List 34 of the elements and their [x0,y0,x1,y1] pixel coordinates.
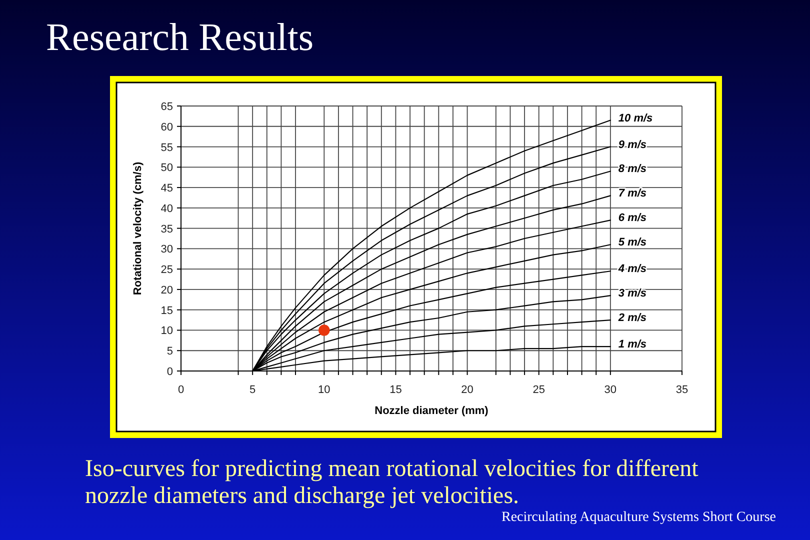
x-tick-label: 0 [178,384,184,396]
series-label: 5 m/s [618,236,647,249]
y-tick-label: 45 [160,182,173,195]
text: Iso-curves for predicting mean rotational velocities for different nozzle diameters and discharge jet velocities. [85,456,699,509]
y-tick-label: 60 [160,121,173,134]
series-label: 1 m/s [618,338,647,351]
x-tick-label: 25 [532,384,545,396]
x-tick-label: 30 [604,384,617,396]
y-tick-label: 25 [160,264,173,276]
series-label: 10 m/s [618,112,653,124]
x-tick-label: 15 [390,384,402,396]
y-tick-label: 30 [160,244,173,256]
series-label: 2 m/s [617,312,647,324]
x-tick-label: 10 [318,384,330,396]
y-tick-label: 35 [160,223,173,236]
y-tick-label: 40 [160,202,173,215]
y-tick-label: 10 [160,325,173,338]
y-axis-title: Rotational velocity (cm/s) [132,162,144,296]
x-axis-title: Nozzle diameter (mm) [374,405,489,417]
series-label: 7 m/s [618,188,647,200]
y-tick-label: 0 [166,366,173,378]
x-tick-label: 20 [461,384,474,396]
y-tick-label: 5 [166,346,173,358]
series-label: 6 m/s [618,212,647,224]
y-tick-label: 65 [160,101,173,113]
y-tick-label: 50 [160,162,173,174]
series-label: 3 m/s [618,288,647,300]
chart-title: Research Results [46,16,314,59]
y-tick-label: 20 [160,284,173,296]
y-tick-label: 15 [160,304,173,317]
y-tick-label: 55 [160,142,173,154]
text: Recirculating Aquaculture Systems Short Course [501,510,776,525]
x-tick-label: 5 [250,384,256,396]
x-tick-label: 35 [676,384,688,396]
